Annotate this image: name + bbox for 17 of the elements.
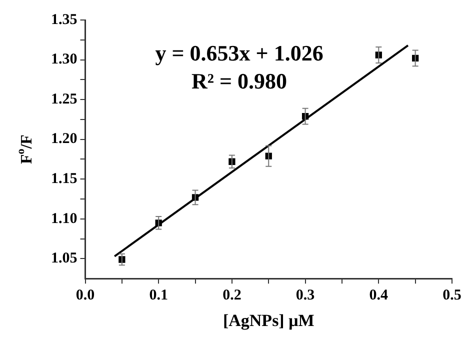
y-axis-title: Fo/F: [15, 134, 36, 164]
y-tick-label: 1.20: [51, 131, 78, 148]
x-axis-title: [AgNPs] μM: [222, 311, 314, 330]
x-tick-label: 0.3: [296, 287, 315, 304]
x-tick-label: 0.4: [369, 287, 389, 304]
y-tick-label: 1.25: [51, 91, 78, 108]
x-tick-label: 0.2: [222, 287, 242, 304]
annotation: R² = 0.980: [192, 68, 288, 94]
x-tick-label: 0.1: [149, 287, 168, 304]
y-tick-label: 1.05: [51, 250, 78, 267]
x-tick-label: 0.0: [76, 287, 95, 304]
y-tick-label: 1.35: [51, 12, 78, 28]
x-tick-label: 0.5: [442, 287, 462, 304]
annotation: y = 0.653x + 1.026: [155, 40, 324, 66]
y-tick-label: 1.30: [51, 52, 78, 68]
y-tick-label: 1.15: [51, 171, 78, 188]
y-tick-label: 1.10: [51, 210, 78, 227]
